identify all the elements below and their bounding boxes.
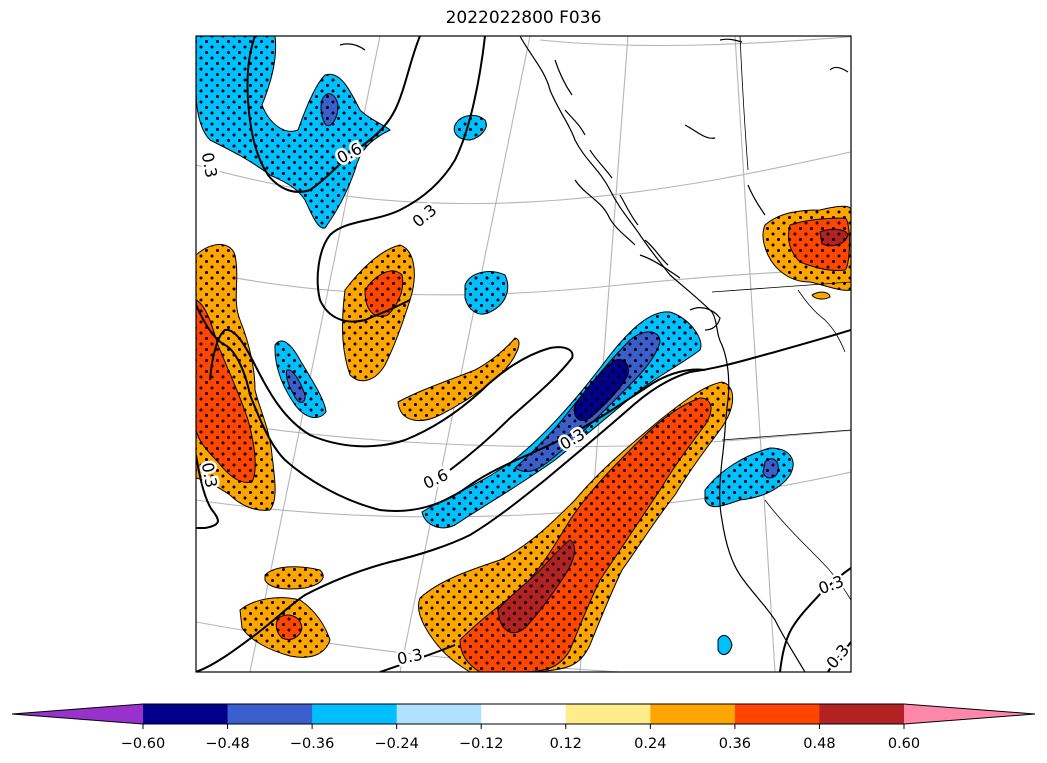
colorbar-swatch — [819, 704, 905, 724]
political-borders — [711, 36, 851, 601]
map-title: 2022022800 F036 — [445, 8, 602, 28]
colorbar-tick-label: 0.24 — [634, 736, 666, 752]
contour-0.3-southeast — [779, 567, 851, 672]
colorbar-swatch — [481, 704, 567, 724]
colorbar-tick-label: 0.36 — [719, 736, 751, 752]
colorbar-tick-label: −0.24 — [374, 736, 418, 752]
contour-0.3-main — [196, 329, 851, 672]
colorbar-swatch — [734, 704, 820, 724]
contour-0.6-inner — [209, 328, 574, 471]
colorbar-tick-label: −0.48 — [205, 736, 249, 752]
contour-lines — [196, 36, 851, 672]
colorbar-tick-label: 0.48 — [803, 736, 835, 752]
contour-label: 0.3 — [395, 645, 424, 669]
colorbar-swatch — [227, 704, 313, 724]
orange-region-northeast-small — [811, 291, 831, 300]
colorbar-swatch — [143, 704, 229, 724]
significance-stippling — [196, 36, 851, 672]
map-frame — [195, 35, 852, 673]
colorbar-tick-label: −0.36 — [290, 736, 334, 752]
map-panel: 0.6 0.3 0.3 0.3 0.3 0.6 0.3 0.3 0.3 — [195, 35, 854, 673]
coastlines — [339, 36, 849, 672]
contour-0.6-main — [196, 300, 706, 512]
blue-region-coast-small — [717, 634, 733, 656]
colorbar-extend-low — [12, 704, 143, 724]
colorbar-swatches — [11, 703, 1036, 725]
colorbar-swatch — [312, 704, 398, 724]
colorbar-tick-label: −0.12 — [459, 736, 503, 752]
colorbar-tick-label: 0.60 — [888, 736, 920, 752]
contour-0.3-west — [196, 454, 219, 529]
colorbar-extend-high — [904, 704, 1035, 724]
contour-label: 0.3 — [409, 200, 441, 231]
contour-0.6-north — [246, 36, 421, 193]
colorbar-swatch — [396, 704, 482, 724]
colorbar-tick-label: −0.60 — [121, 736, 165, 752]
contour-0.3-north — [316, 36, 486, 323]
colorbar: −0.60 −0.48 −0.36 −0.24 −0.12 0.12 0.24 0.36 0.4… — [11, 703, 1036, 752]
colorbar-ticks: −0.60 −0.48 −0.36 −0.24 −0.12 0.12 0.24 0.36 0.4… — [121, 724, 920, 752]
colorbar-tick-label: 0.12 — [550, 736, 582, 752]
contour-label: 0.3 — [198, 151, 221, 179]
contour-0.3-south — [379, 644, 456, 672]
contour-label: 0.6 — [420, 465, 451, 493]
contour-0.3-se-small — [827, 641, 851, 672]
colorbar-swatch — [565, 704, 651, 724]
colorbar-swatch — [650, 704, 736, 724]
